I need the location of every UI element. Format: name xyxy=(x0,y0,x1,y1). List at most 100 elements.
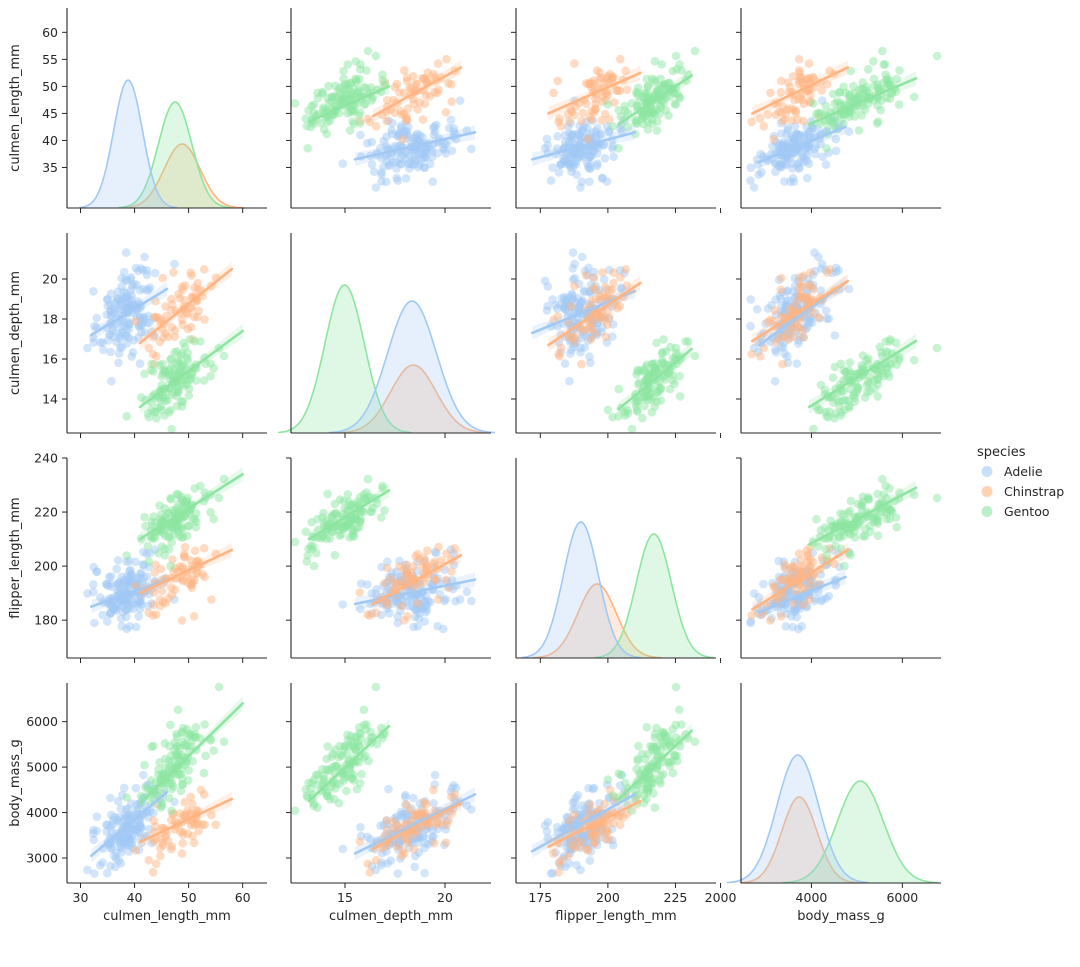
point xyxy=(432,575,441,585)
point xyxy=(561,305,570,314)
point xyxy=(338,600,348,609)
point xyxy=(156,851,165,861)
point xyxy=(891,338,901,348)
point xyxy=(603,405,613,415)
point xyxy=(167,537,176,547)
point xyxy=(822,80,832,89)
point xyxy=(806,562,815,571)
point xyxy=(147,359,156,369)
point xyxy=(323,489,332,499)
point xyxy=(219,351,229,361)
point xyxy=(772,594,782,604)
point xyxy=(576,343,585,353)
scatter-culmen-depth-mm-vs-body-mass-g xyxy=(720,233,942,438)
point xyxy=(307,517,317,527)
point xyxy=(342,89,351,99)
point xyxy=(783,78,793,87)
point xyxy=(591,105,600,114)
point xyxy=(123,303,132,312)
point xyxy=(149,741,158,751)
point xyxy=(642,110,651,119)
point xyxy=(576,348,585,357)
point xyxy=(865,527,875,536)
point xyxy=(790,293,799,303)
regression-line-adelie xyxy=(90,578,169,608)
point xyxy=(633,87,642,97)
x-tick-label: 6000 xyxy=(886,890,918,905)
point xyxy=(346,78,356,88)
point xyxy=(129,336,139,345)
point xyxy=(169,530,179,539)
point xyxy=(402,112,411,122)
point xyxy=(774,333,784,342)
point xyxy=(794,322,804,332)
point xyxy=(610,98,619,107)
point xyxy=(858,531,868,541)
regression-line-gentoo xyxy=(138,472,244,541)
point xyxy=(170,326,180,335)
point xyxy=(777,162,786,172)
point xyxy=(631,116,640,125)
point xyxy=(858,497,868,507)
point xyxy=(621,66,630,76)
point xyxy=(790,121,800,131)
point xyxy=(656,103,666,112)
point xyxy=(167,424,176,434)
point xyxy=(158,369,168,378)
point xyxy=(799,99,809,108)
point xyxy=(111,862,120,872)
point xyxy=(600,78,609,87)
point xyxy=(598,268,607,277)
point xyxy=(605,265,614,275)
point xyxy=(190,730,199,739)
point xyxy=(873,512,883,521)
point xyxy=(561,155,570,164)
point xyxy=(161,598,170,608)
point xyxy=(173,517,182,527)
point xyxy=(849,81,858,91)
point xyxy=(140,512,149,522)
point xyxy=(174,289,183,299)
point xyxy=(845,93,854,103)
point xyxy=(157,380,167,390)
point xyxy=(106,306,115,316)
point xyxy=(161,531,170,541)
point xyxy=(775,581,785,591)
point xyxy=(882,74,892,83)
point xyxy=(199,265,209,274)
point xyxy=(647,74,657,84)
point xyxy=(172,347,182,356)
point xyxy=(144,562,153,572)
x-tick-label: 200 xyxy=(596,890,620,905)
point xyxy=(746,321,755,331)
point xyxy=(883,78,893,88)
point xyxy=(128,300,138,309)
point xyxy=(406,567,416,577)
point xyxy=(122,325,131,334)
point xyxy=(808,283,817,293)
point xyxy=(802,144,811,154)
point xyxy=(185,372,195,381)
scatter-flipper-length-mm-vs-body-mass-g xyxy=(720,457,942,663)
point xyxy=(382,578,391,588)
point xyxy=(124,296,134,305)
point xyxy=(323,93,332,103)
point xyxy=(151,408,160,417)
point xyxy=(152,859,161,869)
point xyxy=(809,578,818,588)
point xyxy=(821,306,831,316)
point xyxy=(872,517,882,526)
point xyxy=(411,612,420,622)
point xyxy=(599,275,609,284)
point xyxy=(339,521,349,531)
point xyxy=(794,94,803,104)
point xyxy=(181,497,191,507)
point xyxy=(106,330,115,340)
point xyxy=(352,515,361,524)
point xyxy=(384,784,393,794)
point xyxy=(869,517,879,527)
point xyxy=(113,579,123,589)
point xyxy=(809,74,818,83)
point xyxy=(864,99,873,108)
point xyxy=(116,600,126,610)
